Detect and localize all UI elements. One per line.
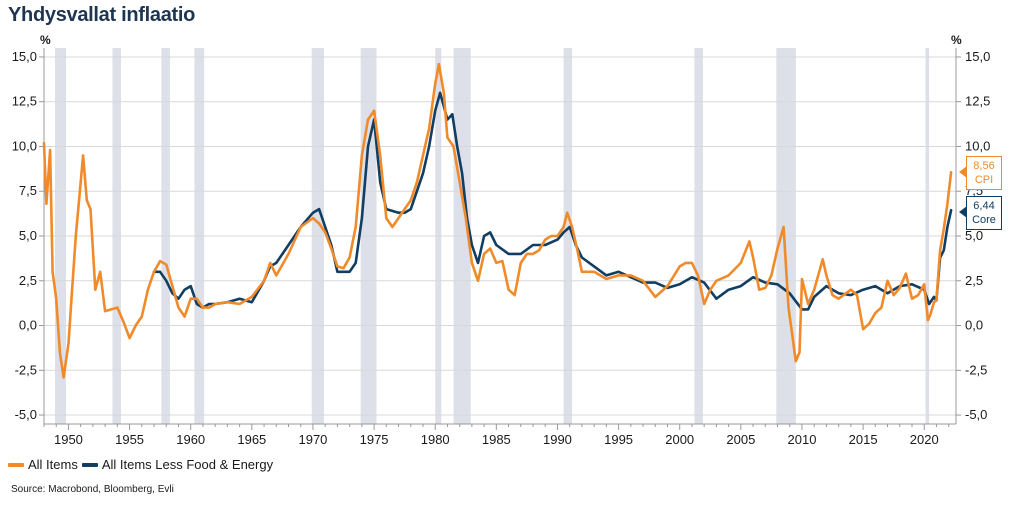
x-tick-label: 1950	[54, 432, 83, 447]
x-tick-label: 1960	[176, 432, 205, 447]
y-tick-label-left: 12,5	[12, 94, 37, 109]
x-tick-label: 1965	[237, 432, 266, 447]
axes: 15,0 15,012,5 12,510,0 10,07,5 7,55,0 5,02,5 2…	[12, 48, 990, 447]
source-note: Source: Macrobond, Bloomberg, Evli	[11, 484, 174, 495]
y-tick-label-right: 10,0	[965, 138, 990, 153]
core-callout-label: Core	[972, 214, 996, 226]
y-tick-label-right: 15,0	[965, 49, 990, 64]
y-tick-label-left: -5,0	[15, 407, 37, 422]
y-tick-label-right: -5,0	[965, 407, 987, 422]
x-tick-label: 1985	[482, 432, 511, 447]
y-tick-label-right: 5,0	[965, 228, 983, 243]
y-tick-label-left: -2,5	[15, 362, 37, 377]
x-tick-label: 2010	[788, 432, 817, 447]
chart-title: Yhdysvallat inflaatio	[8, 4, 196, 26]
legend-label-cpi: All Items	[28, 457, 78, 472]
legend-swatch-cpi	[8, 462, 24, 467]
y-tick-label-left: 2,5	[19, 273, 37, 288]
x-tick-label: 2005	[726, 432, 755, 447]
core-callout-value: 6,44	[973, 200, 995, 212]
legend-label-core: All Items Less Food & Energy	[101, 457, 274, 472]
y-tick-label-left: 5,0	[19, 228, 37, 243]
series-line-core	[152, 91, 953, 311]
legend-swatch-core	[81, 462, 98, 467]
y-tick-label-right: 2,5	[965, 273, 983, 288]
legend-item-core: All Items Less Food & Energy	[81, 457, 274, 472]
y-axis-unit-left: %	[40, 33, 51, 47]
x-tick-label: 2015	[849, 432, 878, 447]
series-line-cpi	[42, 62, 953, 379]
x-tick-label: 2020	[910, 432, 939, 447]
cpi-callout-label: CPI	[974, 174, 994, 186]
cpi-callout: 8,56 CPI	[959, 156, 1002, 190]
y-tick-label-left: 15,0	[12, 49, 37, 64]
x-tick-label: 1970	[298, 432, 327, 447]
cpi-callout-value: 8,56	[973, 160, 995, 172]
core-callout: 6,44 Core	[959, 196, 1002, 230]
y-tick-label-left: 7,5	[19, 183, 37, 198]
y-tick-label-left: 0,0	[19, 318, 37, 333]
x-tick-label: 1980	[421, 432, 450, 447]
gridlines	[44, 56, 956, 416]
legend: All Items All Items Less Food & Energy	[8, 457, 277, 472]
x-tick-label: 1995	[604, 432, 633, 447]
x-tick-label: 1990	[543, 432, 572, 447]
y-tick-label-right: 12,5	[965, 94, 990, 109]
x-tick-label: 1955	[115, 432, 144, 447]
series-lines	[42, 62, 953, 379]
legend-item-cpi: All Items	[8, 457, 78, 472]
y-tick-label-right: 0,0	[965, 318, 983, 333]
y-tick-label-right: -2,5	[965, 362, 987, 377]
y-axis-unit-right: %	[951, 33, 962, 47]
x-tick-label: 2000	[665, 432, 694, 447]
x-tick-label: 1975	[360, 432, 389, 447]
y-tick-label-left: 10,0	[12, 138, 37, 153]
